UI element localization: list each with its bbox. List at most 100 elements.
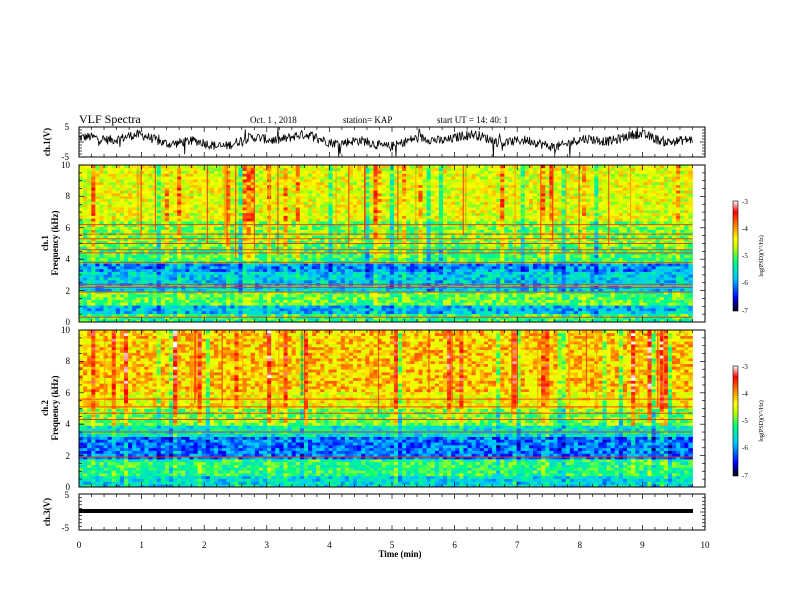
spectrogram-cell	[279, 280, 283, 283]
spectrogram-cell	[79, 168, 83, 171]
spectrogram-cell	[283, 269, 287, 272]
spectrogram-cell	[283, 272, 287, 275]
spectrogram-cell	[369, 269, 373, 272]
spectrogram-cell	[304, 204, 308, 207]
spectrogram-cell	[386, 182, 390, 185]
spectrogram-cell	[418, 196, 422, 199]
spectrogram-cell	[324, 255, 328, 258]
spectrogram-cell	[369, 311, 373, 314]
spectrogram-cell	[402, 294, 406, 297]
spectrogram-cell	[181, 190, 185, 193]
spectrogram-cell	[365, 300, 369, 303]
spectrogram-cell	[308, 229, 312, 232]
spectrogram-cell	[91, 176, 95, 179]
spectrogram-cell	[378, 314, 382, 317]
spectrogram-cell	[288, 274, 292, 277]
spectrogram-cell	[202, 213, 206, 216]
spectrogram-cell	[144, 227, 148, 230]
spectrogram-cell	[210, 266, 214, 269]
spectrogram-cell	[292, 235, 296, 238]
spectrogram-cell	[194, 263, 198, 266]
spectrogram-cell	[165, 187, 169, 190]
spectrogram-cell	[140, 272, 144, 275]
spectrogram-cell	[255, 302, 259, 305]
spectrogram-cell	[181, 269, 185, 272]
spectrogram-cell	[214, 179, 218, 182]
spectrogram-cell	[128, 288, 132, 291]
spectrogram-cell	[108, 246, 112, 249]
spectrogram-cell	[304, 221, 308, 224]
spectrogram-cell	[247, 288, 251, 291]
spectrogram-cell	[149, 218, 153, 221]
spectrogram-cell	[83, 229, 87, 232]
spectrogram-cell	[214, 266, 218, 269]
spectrogram-cell	[104, 272, 108, 275]
spectrogram-cell	[108, 182, 112, 185]
spectrogram-cell	[173, 258, 177, 261]
spectrogram-cell	[353, 187, 357, 190]
spectrogram-cell	[169, 297, 173, 300]
spectrogram-cell	[259, 277, 263, 280]
spectrogram-cell	[283, 221, 287, 224]
spectrogram-cell	[218, 210, 222, 213]
spectrogram-cell	[95, 300, 99, 303]
spectrogram-cell	[144, 263, 148, 266]
spectrogram-cell	[108, 277, 112, 280]
spectrogram-cell	[128, 294, 132, 297]
spectrogram-cell	[198, 252, 202, 255]
spectrogram-cell	[320, 171, 324, 174]
spectrogram-cell	[300, 277, 304, 280]
spectrogram-cell	[161, 207, 165, 210]
spectrogram-cell	[378, 305, 382, 308]
spectrogram-cell	[304, 229, 308, 232]
spectrogram-cell	[230, 168, 234, 171]
spectrogram-cell	[283, 210, 287, 213]
spectrogram-cell	[418, 252, 422, 255]
spectrogram-cell	[320, 311, 324, 314]
spectrogram-cell	[157, 221, 161, 224]
spectrogram-cell	[169, 274, 173, 277]
spectrogram-cell	[104, 168, 108, 171]
spectrogram-cell	[288, 258, 292, 261]
spectrogram-cell	[161, 280, 165, 283]
spectrogram-cell	[386, 274, 390, 277]
spectrogram-cell	[99, 168, 103, 171]
spectrogram-cell	[222, 311, 226, 314]
spectrogram-cell	[292, 302, 296, 305]
spectrogram-cell	[181, 280, 185, 283]
spectrogram-cell	[259, 207, 263, 210]
spectrogram-cell	[418, 201, 422, 204]
spectrogram-cell	[320, 182, 324, 185]
spectrogram-cell	[87, 294, 91, 297]
spectrogram-cell	[177, 204, 181, 207]
spectrogram-cell	[353, 294, 357, 297]
spectrogram-cell	[308, 288, 312, 291]
spectrogram-cell	[312, 277, 316, 280]
spectrogram-cell	[328, 187, 332, 190]
spectrogram-cell	[427, 179, 431, 182]
spectrogram-cell	[243, 213, 247, 216]
spectrogram-cell	[365, 229, 369, 232]
spectrogram-cell	[112, 187, 116, 190]
spectrogram-cell	[402, 252, 406, 255]
spectrogram-cell	[108, 269, 112, 272]
spectrogram-cell	[140, 263, 144, 266]
spectrogram-cell	[410, 311, 414, 314]
spectrogram-cell	[144, 210, 148, 213]
spectrogram-cell	[185, 288, 189, 291]
spectrogram-cell	[87, 255, 91, 258]
spectrogram-cell	[239, 190, 243, 193]
spectrogram-cell	[165, 207, 169, 210]
spectrogram-cell	[382, 185, 386, 188]
spectrogram-cell	[234, 185, 238, 188]
spectrogram-cell	[259, 288, 263, 291]
spectrogram-cell	[108, 207, 112, 210]
spectrogram-cell	[414, 221, 418, 224]
spectrogram-cell	[124, 266, 128, 269]
spectrogram-cell	[378, 229, 382, 232]
spectrogram-cell	[144, 246, 148, 249]
spectrogram-cell	[402, 196, 406, 199]
spectrogram-cell	[124, 305, 128, 308]
spectrogram-cell	[320, 176, 324, 179]
spectrogram-cell	[153, 277, 157, 280]
